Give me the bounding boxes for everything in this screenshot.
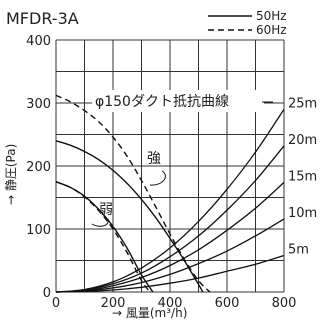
fan-curves bbox=[55, 94, 211, 293]
duct-label-25m: 25m bbox=[288, 96, 317, 111]
legend-label-60hz: 60Hz bbox=[256, 23, 287, 37]
legend: 50Hz 60Hz bbox=[208, 9, 287, 37]
duct-title: φ150ダクト抵抗曲線 bbox=[95, 94, 229, 110]
fan-curve-1 bbox=[55, 94, 211, 293]
fan-curve-3 bbox=[55, 181, 151, 293]
x-tick-label: 400 bbox=[158, 296, 183, 311]
duct-curve-25m bbox=[55, 108, 285, 293]
duct-label-20m: 20m bbox=[288, 133, 317, 148]
x-tick-label: 200 bbox=[101, 296, 126, 311]
weak-leader bbox=[91, 218, 109, 227]
chart-title: MFDR-3A bbox=[6, 9, 79, 28]
y-tick-label: 300 bbox=[26, 97, 51, 112]
fan-curve-0 bbox=[55, 140, 204, 293]
duct-curve-5m bbox=[55, 254, 285, 293]
y-tick-label: 0 bbox=[43, 286, 51, 301]
duct-label-15m: 15m bbox=[288, 169, 317, 184]
y-axis-title: → 静圧(Pa) bbox=[4, 144, 18, 205]
y-ticks: 0 100 200 300 400 bbox=[26, 34, 51, 301]
x-tick-label: 600 bbox=[215, 296, 240, 311]
weak-label: 弱 bbox=[99, 202, 113, 218]
duct-label-10m: 10m bbox=[288, 206, 317, 221]
duct-curve-10m bbox=[55, 218, 285, 293]
legend-label-50hz: 50Hz bbox=[256, 9, 287, 23]
x-axis-title: → 風量(m³/h) bbox=[112, 306, 187, 320]
strong-label: 強 bbox=[147, 151, 161, 167]
y-tick-label: 400 bbox=[26, 34, 51, 49]
duct-curves bbox=[55, 108, 285, 293]
x-tick-label: 0 bbox=[52, 296, 60, 311]
y-tick-label: 200 bbox=[26, 160, 51, 175]
duct-curve-20m bbox=[55, 145, 285, 293]
duct-title-bg bbox=[92, 90, 264, 112]
duct-curve-15m bbox=[55, 181, 285, 293]
y-axis-label: → 静圧(Pa) bbox=[4, 144, 18, 205]
x-ticks: 0 200 400 600 800 bbox=[52, 296, 297, 311]
duct-label-5m: 5m bbox=[288, 242, 309, 257]
x-tick-label: 800 bbox=[272, 296, 297, 311]
duct-labels: 25m 20m 15m 10m 5m bbox=[288, 96, 317, 257]
grid bbox=[55, 39, 285, 293]
strong-leader bbox=[149, 170, 166, 186]
fan-curve-2 bbox=[55, 181, 154, 293]
y-tick-label: 100 bbox=[26, 223, 51, 238]
